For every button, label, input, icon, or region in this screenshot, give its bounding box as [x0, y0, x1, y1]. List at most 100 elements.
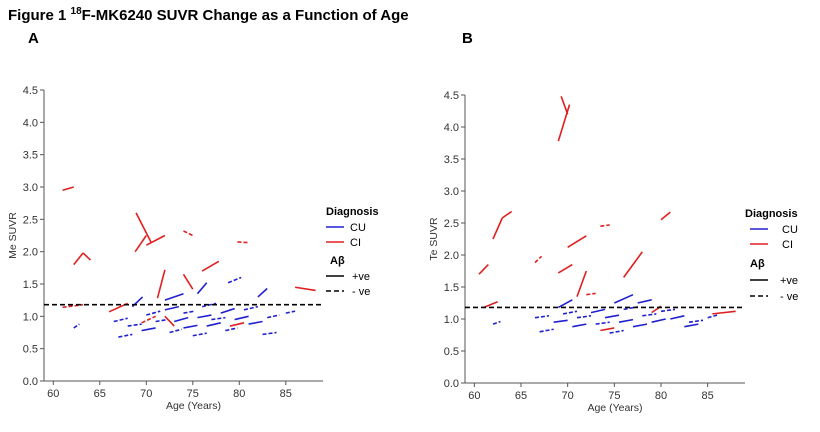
panel-a-trajectory-cu	[285, 310, 296, 314]
panel-b-trajectory-cu	[572, 323, 587, 328]
panel-b-x-tick-label: 70	[562, 390, 574, 402]
figure-title-prefix: Figure 1	[8, 7, 71, 24]
legend-a-neg-label: - ve	[352, 286, 370, 298]
panel-b-trajectory-ci	[712, 310, 736, 315]
panel-a-y-axis-title: Me SUVR	[7, 212, 19, 259]
panel-a-trajectory-ci	[141, 315, 156, 324]
panel-b-trajectory-cu	[684, 323, 699, 328]
legend-a-cu-label: CU	[350, 222, 366, 234]
panel-a-y-tick-label: 0.5	[23, 344, 38, 356]
panel-a-trajectory-cu	[262, 331, 277, 336]
panel-a-trajectory-cu	[113, 317, 128, 323]
panel-a-y-tick-label: 4.0	[23, 117, 38, 129]
panel-a-trajectory-ci	[145, 234, 166, 246]
panel-a-y-tick-label: 4.5	[23, 85, 38, 97]
panel-b-trajectory-cu	[651, 318, 666, 323]
legend-b-ci-label: CI	[782, 239, 793, 251]
panel-b-y-tick-label: 0.5	[444, 346, 459, 358]
panel-a-x-tick-label: 75	[187, 388, 199, 400]
panel-a-chart: 0.0 0.5 1.0 1.5 2.0 2.5 3.0 3.5 4.0 4.5 60 65 70 75 80…	[7, 85, 323, 412]
panel-a-trajectory-cu	[73, 323, 80, 329]
panel-b-trajectory-cu	[632, 323, 648, 328]
panel-a-trajectory-ci	[164, 315, 175, 327]
panel-a-trajectory-ci	[73, 252, 84, 266]
panel-b-trajectory-ci	[557, 104, 571, 142]
panel-a-trajectory-cu	[201, 302, 217, 308]
legend-b-cu-label: CU	[782, 224, 798, 236]
panel-b-trajectory-ci	[478, 264, 489, 275]
legend-b-diagnosis-title: Diagnosis	[745, 208, 798, 220]
legend-a-diagnosis-title: Diagnosis	[326, 206, 379, 218]
panel-a-trajectory-cu	[164, 292, 184, 301]
panel-b-y-tick-label: 1.0	[444, 314, 459, 326]
panel-a-x-tick-label: 80	[233, 388, 245, 400]
panel-a-trajectory-cu	[155, 318, 168, 323]
panel-b-trajectory-cu	[492, 320, 501, 325]
panel-a-y-tick-label: 2.5	[23, 214, 38, 226]
panel-a-y-tick-label: 3.5	[23, 150, 38, 162]
panel-b-y-tick-label: 3.0	[444, 186, 459, 198]
panel-a-trajectory-ci	[62, 303, 84, 309]
panel-b-trajectory-cu	[609, 329, 624, 334]
panel-a-y-tick-label: 1.0	[23, 311, 38, 323]
figure-title-rest: F-MK6240 SUVR Change as a Function of Ag…	[81, 7, 409, 24]
panel-a-trajectory-cu	[206, 322, 221, 327]
panel-b-y-axis-title: Te SUVR	[428, 217, 440, 261]
panel-b-x-tick-label: 65	[515, 390, 527, 402]
panel-a-trajectory-cu	[196, 282, 208, 295]
panel-b-trajectory-cu	[707, 314, 718, 319]
panel-a-trajectory-ci	[237, 241, 249, 244]
panel-b-trajectory-ci	[501, 210, 513, 219]
panel-b-trajectory-cu	[623, 306, 638, 311]
panel-a-trajectory-ci	[135, 212, 152, 243]
panel-b-trajectory-ci	[600, 327, 615, 332]
panel-b-y-tick-label: 1.5	[444, 282, 459, 294]
panel-a-trajectory-ci	[134, 235, 147, 253]
panel-a-trajectory-ci	[182, 273, 194, 290]
panel-b-trajectory-cu	[637, 299, 652, 304]
panel-a-trajectory-cu	[267, 314, 280, 319]
panel-a-trajectory-ci	[156, 269, 166, 299]
panel-b-trajectory-cu	[539, 328, 554, 333]
panel-a-x-tick-label: 85	[280, 388, 292, 400]
panel-b-trajectory-ci	[567, 235, 587, 249]
panel-b-trajectory-ci	[623, 251, 643, 278]
legend-b-neg-label: - ve	[780, 291, 798, 303]
legend-a-abeta-title: Aβ	[330, 255, 345, 267]
panel-b-trajectory-cu	[660, 308, 676, 313]
panel-a-trajectory-cu	[243, 305, 259, 311]
panel-b-trajectory-cu	[618, 318, 634, 323]
legend-a-ci-label: CI	[350, 237, 361, 249]
panel-b-label: B	[462, 30, 473, 47]
panel-a-trajectory-cu	[141, 327, 156, 332]
panel-a-x-tick-label: 65	[94, 388, 106, 400]
panel-a-trajectory-ci	[201, 260, 220, 272]
panel-a-trajectory-cu	[146, 310, 161, 316]
panel-b-trajectory-ci	[483, 300, 498, 309]
panel-a-trajectory-cu	[173, 316, 189, 323]
panel-b-trajectory-ci	[557, 263, 573, 274]
panel-a-trajectory-cu	[197, 314, 212, 319]
panel-a-trajectory-cu	[257, 287, 268, 298]
panel-a-trajectory-ci	[294, 286, 316, 292]
panel-a-trajectory-ci	[62, 186, 74, 192]
panel-b-trajectory-cu	[557, 299, 573, 309]
panel-b-trajectory-cu	[670, 315, 685, 320]
panel-b-trajectory-cu	[534, 315, 550, 319]
panel-a-trajectory-cu	[234, 315, 249, 321]
panel-a-x-tick-label: 70	[140, 388, 152, 400]
panel-b-trajectory-ci	[534, 255, 543, 264]
panel-b-chart: 0.0 0.5 1.0 1.5 2.0 2.5 3.0 3.5 4.0 4.5 60 65 70 75 80…	[428, 90, 745, 414]
panel-a-trajectory-cu	[192, 332, 207, 337]
panel-b-trajectory-cu	[576, 315, 592, 319]
panel-a-trajectory-cu	[118, 333, 133, 338]
legend-a: Diagnosis CU CI Aβ +ve - ve	[326, 206, 379, 298]
panel-b-trajectory-cu	[595, 321, 610, 325]
panel-b-y-tick-label: 2.0	[444, 250, 459, 262]
panel-b-trajectory-ci	[492, 217, 504, 240]
panel-a-trajectory-cu	[183, 324, 198, 329]
legend-b-pos-label: +ve	[780, 275, 798, 287]
panel-a-y-tick-label: 1.5	[23, 279, 38, 291]
panel-a-trajectory-cu	[211, 316, 226, 321]
